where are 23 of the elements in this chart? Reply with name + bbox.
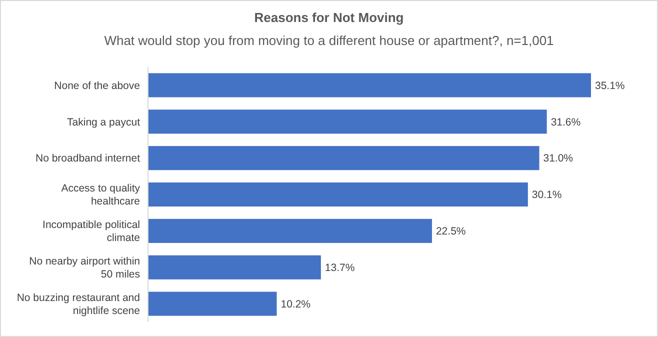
bar [148,73,591,98]
y-tick-label: Access to quality healthcare [61,182,141,208]
y-tick-label: Taking a paycut [67,116,140,128]
y-tick-label: No broadband internet [36,152,140,165]
chart-subtitle: What would stop you from moving to a different house or apartment?, n=1,001 [104,33,554,48]
y-tick-label: No nearby airport within 50 miles [29,256,140,281]
chart-title: Reasons for Not Moving [254,10,404,25]
data-label: 13.7% [324,262,355,274]
y-tick-label: Incompatible political climate [42,219,140,244]
y-tick-label: No buzzing restaurant and nightlife scene [16,292,140,317]
bar [148,146,540,170]
bar [148,292,277,316]
data-label: 31.0% [543,152,574,165]
data-label: 31.6% [550,116,581,128]
data-label: 22.5% [436,226,466,238]
bar [148,182,528,207]
data-label: 30.1% [532,189,562,202]
data-label: 10.2% [280,298,311,310]
bar [148,255,321,280]
data-label: 35.1% [595,80,625,92]
bar [148,218,432,243]
y-tick-label: None of the above [54,80,140,92]
bar [148,110,547,134]
